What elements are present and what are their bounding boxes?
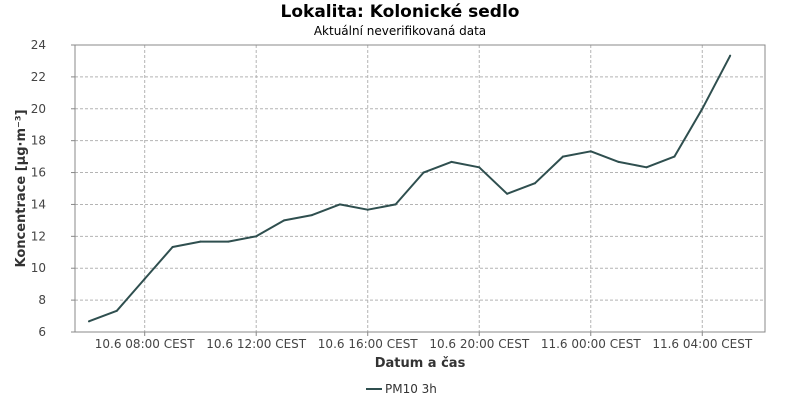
y-tick-label: 18 <box>31 134 46 148</box>
data-point <box>729 54 732 57</box>
data-point <box>227 240 230 243</box>
x-tick-label: 10.6 20:00 CEST <box>429 337 530 351</box>
data-point <box>478 166 481 169</box>
data-point <box>561 155 564 158</box>
x-tick-label: 10.6 12:00 CEST <box>206 337 307 351</box>
data-point <box>255 235 258 238</box>
y-tick-label: 6 <box>38 325 46 339</box>
data-point <box>617 160 620 163</box>
grid-lines <box>75 45 765 332</box>
y-tick-label: 14 <box>31 197 46 211</box>
series-line-pm10 <box>88 55 732 323</box>
data-point <box>645 166 648 169</box>
data-point <box>422 171 425 174</box>
x-tick-label: 11.6 04:00 CEST <box>652 337 753 351</box>
data-point <box>534 182 536 185</box>
y-tick-label: 20 <box>31 102 46 116</box>
axis-ticks: 6 8 10 12 14 16 18 20 22 24 10.6 08:00 CEST 10.6 12… <box>31 38 753 351</box>
y-tick-label: 16 <box>31 166 46 180</box>
y-tick-label: 24 <box>31 38 46 52</box>
y-tick-label: 12 <box>31 229 46 243</box>
y-axis-title: Koncentrace [µg·m⁻³] <box>14 109 29 267</box>
x-tick-label: 10.6 08:00 CEST <box>95 337 196 351</box>
data-point <box>673 155 676 158</box>
data-point <box>310 214 313 217</box>
x-axis-title: Datum a čas <box>375 356 466 371</box>
chart-title: Lokalita: Kolonické sedlo <box>280 2 520 22</box>
chart-subtitle: Aktuální neverifikovaná data <box>313 24 487 38</box>
legend-label-pm10: PM10 3h <box>385 382 437 396</box>
data-point <box>701 107 704 110</box>
plot-area <box>74 44 766 333</box>
legend: PM10 3h <box>366 382 437 396</box>
y-tick-label: 8 <box>38 293 46 307</box>
data-point <box>589 150 592 153</box>
data-point <box>506 192 509 195</box>
x-tick-label: 11.6 00:00 CEST <box>541 337 642 351</box>
data-point <box>283 219 286 222</box>
y-tick-label: 22 <box>31 70 46 84</box>
series-layer <box>87 54 732 323</box>
data-point <box>143 277 146 280</box>
data-point <box>450 160 453 163</box>
data-point <box>394 203 397 206</box>
data-point <box>199 240 202 243</box>
data-point <box>87 320 90 323</box>
data-point <box>338 203 341 206</box>
data-point <box>115 309 118 312</box>
x-tick-label: 10.6 16:00 CEST <box>318 337 419 351</box>
data-point <box>171 246 174 249</box>
data-point <box>366 208 369 211</box>
y-tick-label: 10 <box>31 261 46 275</box>
